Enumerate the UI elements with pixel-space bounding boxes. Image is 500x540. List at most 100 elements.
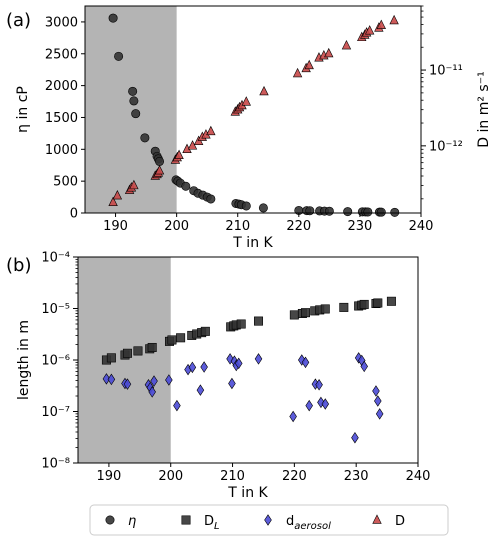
shaded-region bbox=[85, 6, 177, 213]
legend: η DL daerosol D bbox=[89, 504, 449, 536]
aerosol-point bbox=[173, 399, 181, 412]
diffusion-point bbox=[259, 85, 269, 96]
viscosity-point bbox=[155, 156, 165, 166]
diffusion-point bbox=[304, 59, 314, 70]
legend-label: D bbox=[395, 514, 405, 529]
aerosol-point bbox=[150, 375, 158, 387]
viscosity-point bbox=[324, 206, 334, 216]
viscosity-point bbox=[363, 207, 373, 217]
y-tick-label: 1500 bbox=[45, 111, 78, 126]
panel-a: (a) 190 200 210 220 230 240 0 500 1000 1500 2000 2… bbox=[6, 5, 492, 251]
diffusion-point bbox=[206, 125, 216, 136]
viscosity-point bbox=[206, 194, 216, 204]
length-point bbox=[320, 304, 330, 314]
length-point bbox=[339, 302, 349, 312]
aerosol-point bbox=[321, 398, 330, 410]
x-tick-label: 210 bbox=[220, 469, 245, 484]
legend-marker bbox=[372, 514, 382, 524]
diffusion-point bbox=[129, 179, 139, 190]
aerosol-point bbox=[372, 385, 380, 397]
y-ticks-left: 0 500 1000 1500 2000 2500 3000 bbox=[45, 15, 85, 222]
length-point bbox=[200, 326, 210, 336]
x-tick-label: 210 bbox=[225, 219, 250, 234]
aerosol-point bbox=[123, 378, 132, 390]
viscosity-point bbox=[343, 207, 353, 217]
length-point bbox=[373, 298, 383, 308]
x-tick-label: 200 bbox=[158, 469, 183, 484]
y-tick-label: 10⁻⁴ bbox=[41, 251, 70, 266]
viscosity-point bbox=[181, 181, 191, 191]
panel-a-marks bbox=[108, 13, 400, 217]
aerosol-point bbox=[148, 386, 156, 398]
aerosol-point bbox=[196, 384, 205, 396]
diffusion-point bbox=[324, 47, 334, 58]
diffusion-point bbox=[376, 19, 386, 29]
viscosity-point bbox=[114, 51, 124, 61]
y-tick-label: 2500 bbox=[45, 47, 78, 62]
aerosol-point bbox=[374, 395, 382, 407]
diffusion-point bbox=[389, 14, 399, 25]
viscosity-point bbox=[241, 201, 251, 211]
aerosol-point bbox=[305, 399, 313, 412]
aerosol-point bbox=[165, 374, 173, 386]
viscosity-point bbox=[305, 206, 315, 216]
length-point bbox=[147, 342, 157, 352]
length-point bbox=[254, 316, 264, 326]
aerosol-point bbox=[375, 408, 384, 420]
diffusion-point bbox=[108, 196, 118, 206]
diffusion-point bbox=[187, 140, 198, 150]
length-point bbox=[359, 299, 369, 309]
x-tick-label: 190 bbox=[96, 469, 121, 484]
x-tick-label: 240 bbox=[409, 219, 434, 234]
aerosol-point bbox=[226, 353, 234, 365]
x-tick-label: 220 bbox=[282, 469, 307, 484]
shaded-region bbox=[78, 257, 171, 463]
x-axis-label: T in K bbox=[232, 235, 273, 251]
diffusion-point bbox=[341, 39, 352, 50]
panel-b-marks bbox=[101, 296, 396, 444]
aerosol-point bbox=[315, 379, 323, 391]
viscosity-point bbox=[128, 86, 138, 96]
y-axis-label-right: D in m² s⁻¹ bbox=[476, 71, 492, 147]
diffusion-point bbox=[241, 96, 251, 106]
aerosol-point bbox=[360, 360, 368, 373]
diffusion-point bbox=[364, 25, 375, 35]
panel-b: (b) 190 200 210 220 230 240 10⁻⁸10⁻⁷10⁻⁶10⁻⁵1… bbox=[6, 251, 430, 502]
x-tick-label: 240 bbox=[406, 469, 431, 484]
length-point bbox=[300, 308, 310, 318]
x-ticks: 190 200 210 220 230 240 bbox=[96, 463, 430, 484]
y-axis-label-left: η in cP bbox=[15, 86, 31, 133]
y-tick-label: 0 bbox=[70, 207, 78, 222]
y-tick-label: 10⁻⁵ bbox=[41, 302, 70, 317]
length-point bbox=[167, 335, 177, 345]
legend-marker bbox=[264, 514, 272, 526]
aerosol-point bbox=[301, 356, 310, 369]
viscosity-point bbox=[390, 207, 400, 217]
aerosol-point bbox=[234, 357, 243, 370]
length-point bbox=[289, 310, 299, 320]
aerosol-point bbox=[102, 373, 111, 385]
legend-marker bbox=[105, 515, 115, 525]
aerosol-point bbox=[188, 361, 197, 374]
aerosol-point bbox=[200, 361, 208, 373]
viscosity-point bbox=[376, 207, 386, 217]
diffusion-point bbox=[112, 190, 123, 200]
x-tick-label: 230 bbox=[347, 219, 372, 234]
x-ticks: 190 200 210 220 230 240 bbox=[103, 213, 433, 234]
y-axis-label: length in m bbox=[16, 320, 32, 400]
legend-label: DL bbox=[204, 514, 220, 532]
x-tick-label: 190 bbox=[103, 219, 128, 234]
x-tick-label: 220 bbox=[286, 219, 311, 234]
y-tick-label: 3000 bbox=[45, 15, 78, 30]
y-tick-label: 10⁻⁶ bbox=[41, 354, 70, 369]
y-tick-label: 500 bbox=[53, 175, 78, 190]
y-ticks: 10⁻⁸ 10⁻⁷ 10⁻⁶ 10⁻⁵ 10⁻⁴ bbox=[41, 251, 78, 472]
length-point bbox=[122, 348, 132, 358]
viscosity-point bbox=[129, 96, 139, 106]
legend-label: η bbox=[128, 514, 136, 529]
length-point bbox=[236, 319, 246, 329]
viscosity-point bbox=[140, 133, 150, 143]
viscosity-point bbox=[131, 109, 141, 119]
aerosol-point bbox=[107, 373, 116, 386]
